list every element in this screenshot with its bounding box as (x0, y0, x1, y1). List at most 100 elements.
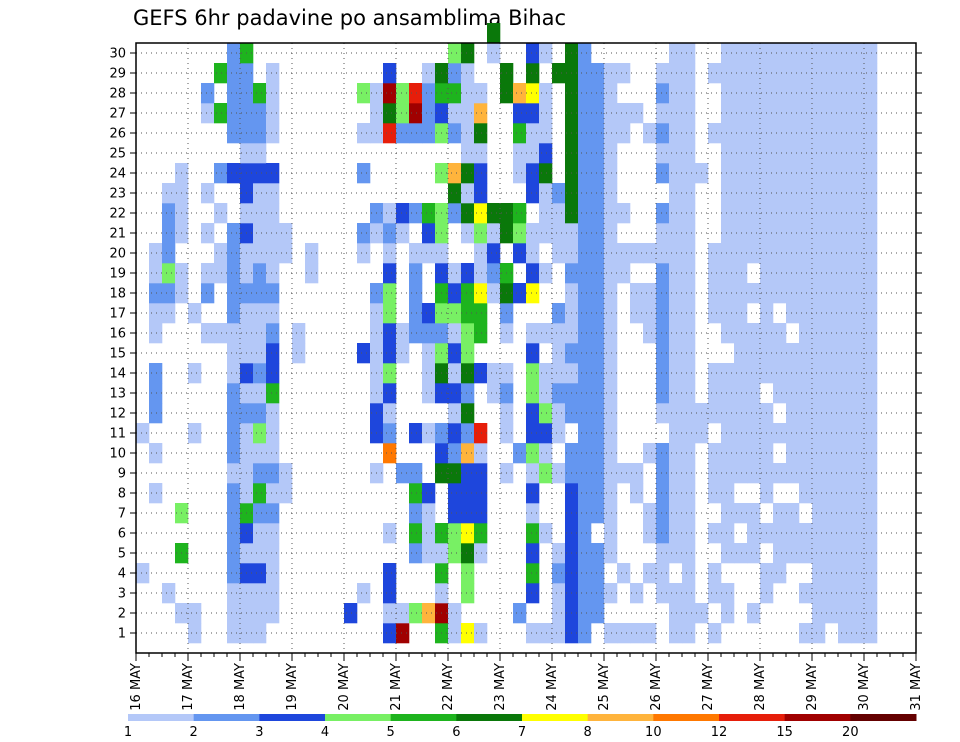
heatmap-cell (591, 583, 605, 604)
heatmap-cell (721, 523, 735, 544)
heatmap-cell (838, 443, 852, 464)
heatmap-cell (669, 83, 683, 104)
heatmap-cell (539, 143, 553, 164)
heatmap-cell (409, 103, 423, 124)
heatmap-cell (851, 463, 865, 484)
heatmap-cell (552, 403, 566, 424)
heatmap-cell (799, 483, 813, 504)
heatmap-cell (864, 83, 878, 104)
heatmap-cell (799, 223, 813, 244)
heatmap-cell (461, 303, 475, 324)
heatmap-cell (604, 343, 618, 364)
heatmap-cell (851, 563, 865, 584)
heatmap-cell (747, 383, 761, 404)
heatmap-cell (396, 223, 410, 244)
heatmap-cell (799, 143, 813, 164)
heatmap-cell (838, 583, 852, 604)
heatmap-cell (591, 143, 605, 164)
heatmap-cell (604, 163, 618, 184)
heatmap-cell (149, 243, 163, 264)
heatmap-cell (162, 303, 176, 324)
y-tick-label: 12 (109, 407, 126, 422)
heatmap-cell (552, 463, 566, 484)
heatmap-cell (864, 303, 878, 324)
heatmap-cell (669, 443, 683, 464)
heatmap-cell (682, 423, 696, 444)
heatmap-cell (864, 543, 878, 564)
heatmap-cell (188, 623, 202, 644)
heatmap-cell (461, 523, 475, 544)
heatmap-cell (864, 43, 878, 64)
colorbar-swatch (850, 714, 917, 721)
heatmap-cell (838, 43, 852, 64)
y-tick-label: 3 (118, 587, 126, 602)
heatmap-cell (838, 83, 852, 104)
heatmap-cell (357, 243, 371, 264)
heatmap-cell (448, 603, 462, 624)
heatmap-cell (162, 283, 176, 304)
heatmap-cell (552, 563, 566, 584)
heatmap-cell (578, 603, 592, 624)
heatmap-cell (227, 563, 241, 584)
heatmap-cell (578, 583, 592, 604)
heatmap-cell (253, 203, 267, 224)
heatmap-cell (721, 43, 735, 64)
heatmap-cell (266, 283, 280, 304)
heatmap-cell (487, 263, 501, 284)
heatmap-cell (396, 103, 410, 124)
heatmap-cell (227, 63, 241, 84)
heatmap-cell (669, 363, 683, 384)
y-tick-label: 16 (109, 327, 126, 342)
heatmap-cell (526, 263, 540, 284)
heatmap-cell (513, 603, 527, 624)
heatmap-cell (409, 83, 423, 104)
heatmap-cell (227, 243, 241, 264)
heatmap-cell (799, 423, 813, 444)
heatmap-cell (721, 223, 735, 244)
heatmap-cell (552, 63, 566, 84)
heatmap-cell (721, 263, 735, 284)
heatmap-cell (604, 423, 618, 444)
heatmap-cell (643, 443, 657, 464)
heatmap-cell (461, 423, 475, 444)
heatmap-cell (721, 603, 735, 624)
heatmap-cell (799, 163, 813, 184)
heatmap-cell (227, 43, 241, 64)
heatmap-cell (617, 623, 631, 644)
heatmap-cell (708, 363, 722, 384)
x-tick-label: 18 MAY (233, 663, 248, 711)
colorbar-swatch (325, 714, 392, 721)
heatmap-cell (799, 43, 813, 64)
heatmap-cell (643, 503, 657, 524)
heatmap-cell (253, 283, 267, 304)
heatmap-cell (604, 183, 618, 204)
heatmap-cell (682, 163, 696, 184)
heatmap-cell (656, 203, 670, 224)
heatmap-cell (708, 303, 722, 324)
heatmap-cell (448, 343, 462, 364)
heatmap-cell (747, 223, 761, 244)
heatmap-cell (864, 603, 878, 624)
heatmap-cell (578, 343, 592, 364)
heatmap-cell (266, 303, 280, 324)
heatmap-cell (162, 263, 176, 284)
heatmap-cell (773, 203, 787, 224)
x-tick-label: 16 MAY (129, 663, 144, 711)
heatmap-cell (643, 563, 657, 584)
heatmap-cell (409, 503, 423, 524)
heatmap-cell (773, 563, 787, 584)
heatmap-cell (591, 243, 605, 264)
heatmap-cell (669, 243, 683, 264)
heatmap-cell (149, 323, 163, 344)
heatmap-cell (539, 163, 553, 184)
heatmap-cell (773, 43, 787, 64)
x-tick-label: 17 MAY (181, 663, 196, 711)
heatmap-cell (838, 623, 852, 644)
heatmap-cell (487, 43, 501, 64)
heatmap-cell (838, 63, 852, 84)
heatmap-cell (734, 363, 748, 384)
heatmap-cell (422, 483, 436, 504)
heatmap-cell (851, 483, 865, 504)
heatmap-cell (461, 463, 475, 484)
heatmap-cell (812, 523, 826, 544)
